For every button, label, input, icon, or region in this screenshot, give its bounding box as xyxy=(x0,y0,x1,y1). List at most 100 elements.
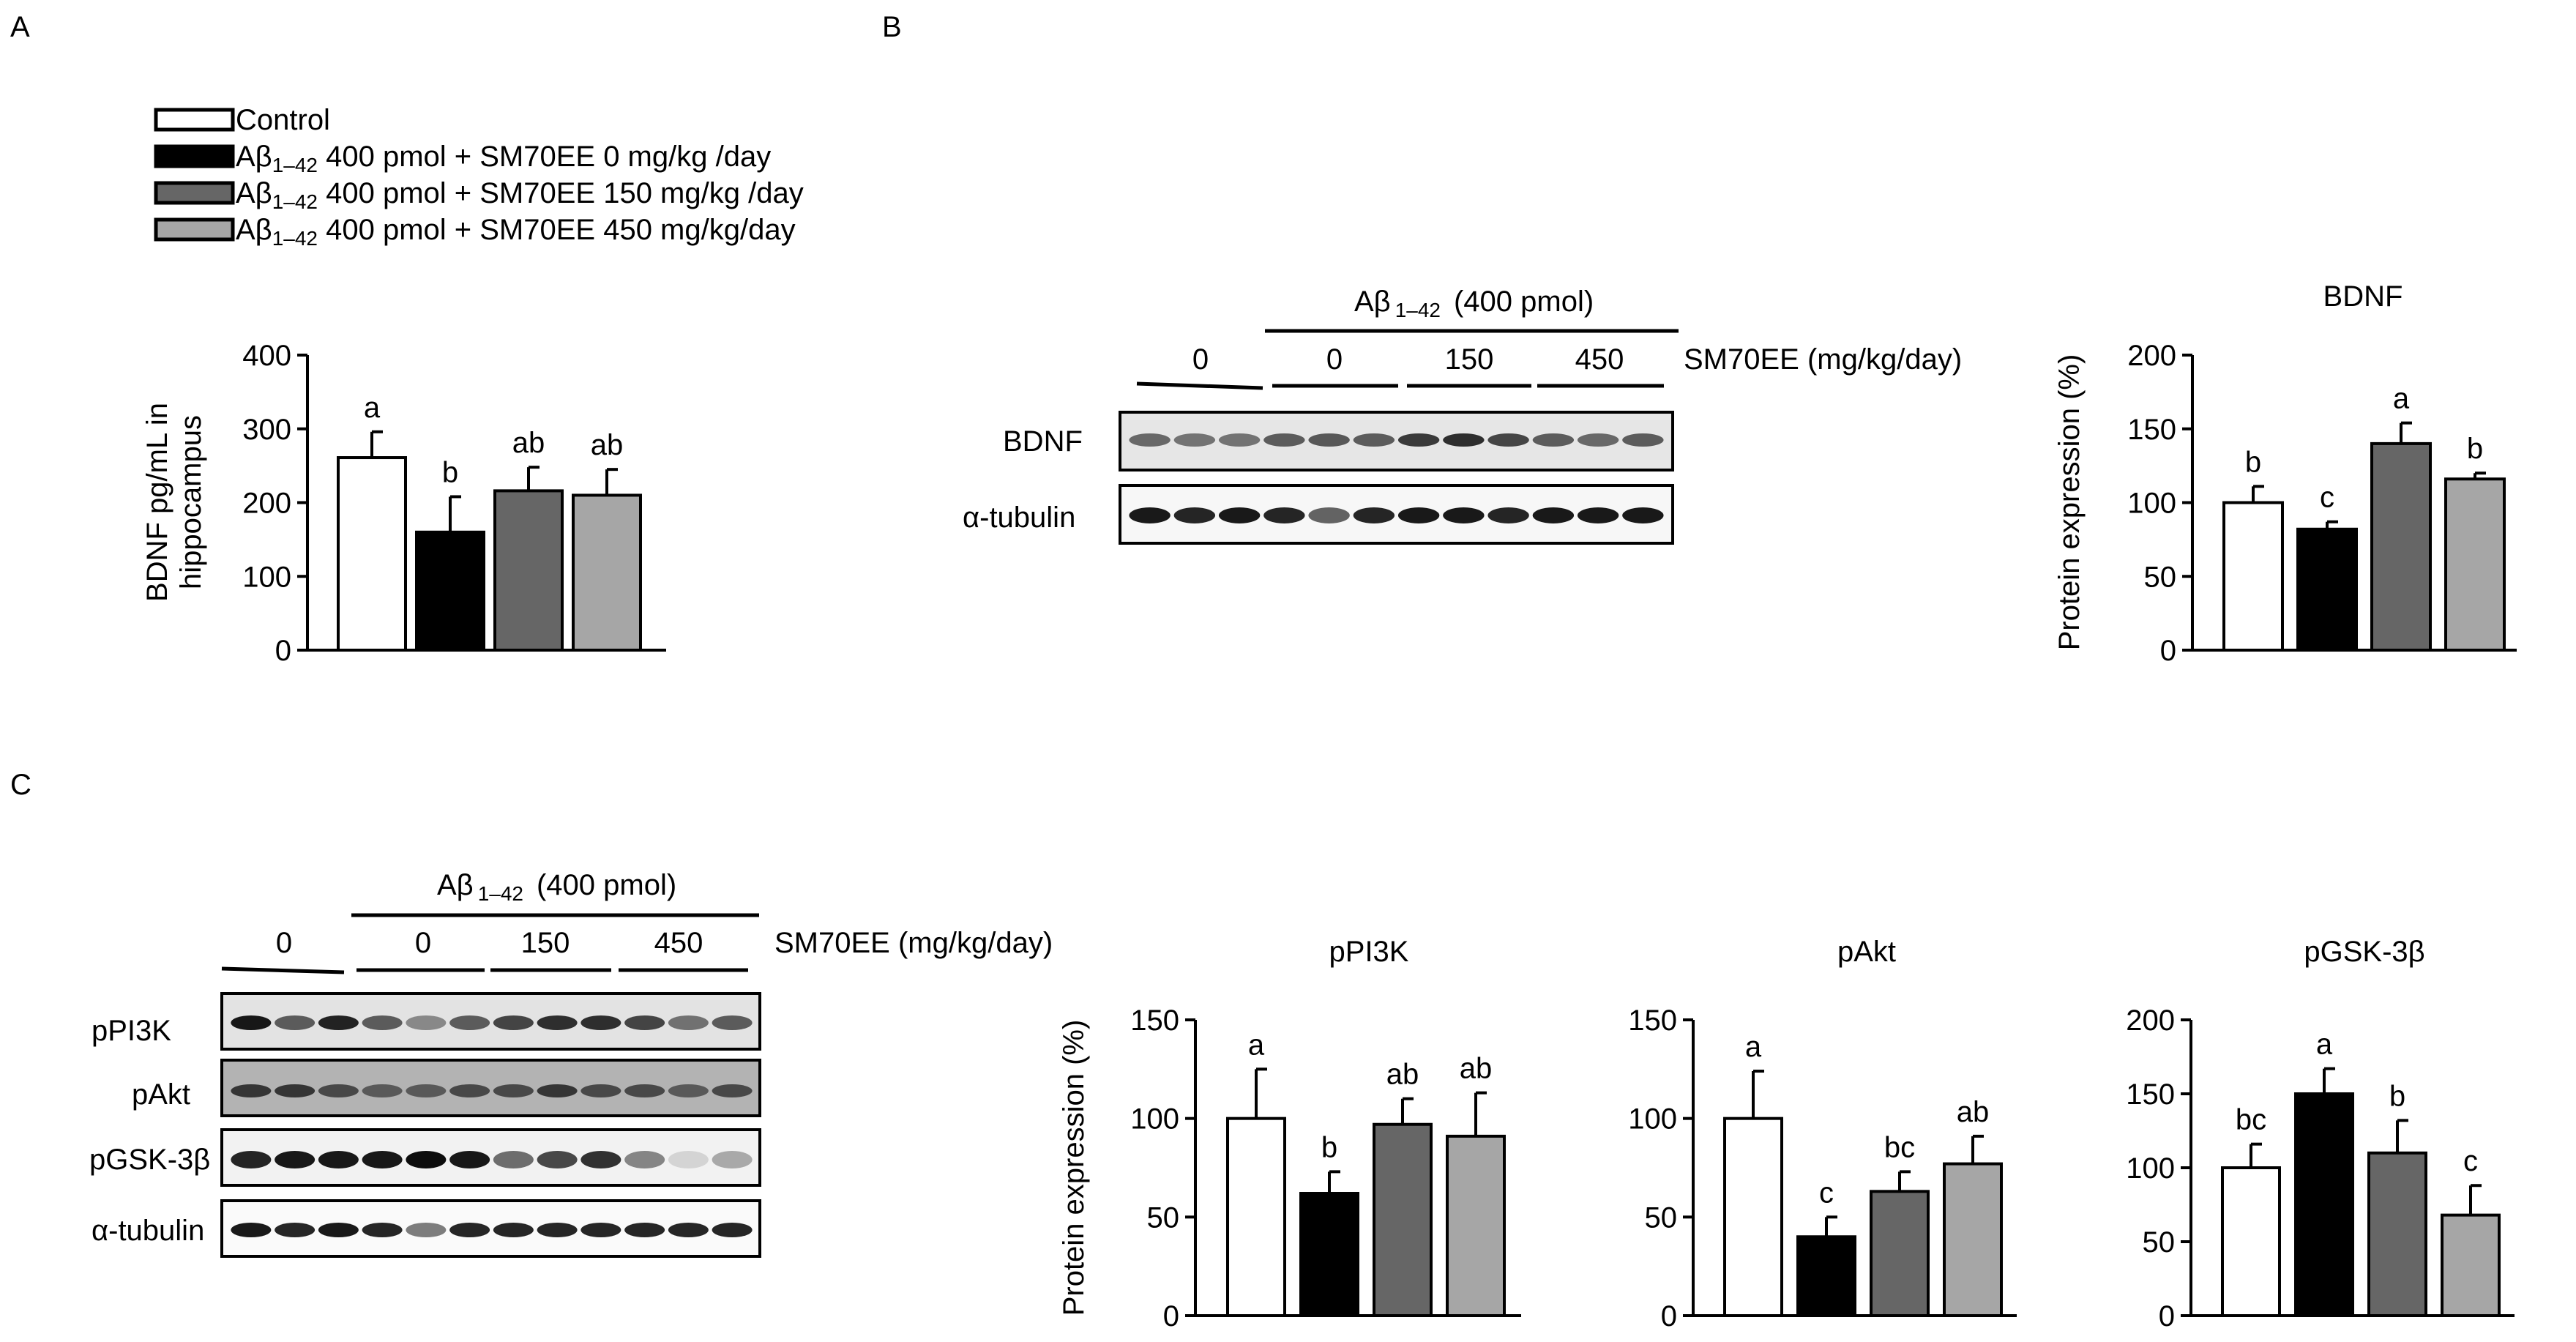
blot-band xyxy=(1622,507,1664,523)
y-tick-label: 100 xyxy=(1628,1103,1677,1136)
significance-label: ab xyxy=(591,429,624,461)
blot-band xyxy=(449,1151,490,1168)
significance-label: c xyxy=(2463,1145,2478,1177)
y-tick-label: 100 xyxy=(2126,1152,2175,1185)
blot-band xyxy=(668,1015,709,1030)
blot-band xyxy=(406,1151,447,1168)
y-tick-label: 0 xyxy=(1661,1300,1677,1332)
blot-band xyxy=(231,1015,272,1030)
significance-label: ab xyxy=(1957,1096,1990,1128)
bar-dose0 xyxy=(415,530,485,652)
blot-band xyxy=(1218,507,1261,523)
y-tick-label: 150 xyxy=(1130,1004,1179,1037)
significance-label: a xyxy=(1745,1031,1762,1063)
significance-label: ab xyxy=(1386,1059,1419,1091)
blot-band xyxy=(1173,507,1216,523)
blot-band xyxy=(318,1015,359,1030)
y-axis-label: BDNF pg/mL inhippocampus xyxy=(141,403,207,602)
y-tick-label: 0 xyxy=(2160,635,2176,667)
blot-band xyxy=(712,1084,753,1097)
panel-label-b: B xyxy=(882,11,902,43)
blot-band xyxy=(624,1223,665,1237)
legend-label-dose450: Aβ1–42 400 pmol + SM70EE 450 mg/kg/day xyxy=(236,214,796,250)
blot-band xyxy=(362,1223,403,1237)
blot-band xyxy=(1263,507,1305,523)
blot-band xyxy=(1173,433,1216,447)
blot-band xyxy=(1532,433,1575,447)
panel-label-c: C xyxy=(10,769,31,801)
blot-band xyxy=(493,1223,534,1237)
blot-band xyxy=(712,1151,753,1168)
blot-band xyxy=(493,1015,534,1030)
blot-c-bands xyxy=(231,1015,753,1237)
significance-label: c xyxy=(1819,1177,1834,1209)
blot-band xyxy=(580,1084,621,1097)
blot-b-row-label-bdnf: BDNF xyxy=(1003,425,1083,458)
bar-dose150 xyxy=(493,489,564,652)
blot-band xyxy=(1397,507,1440,523)
blot-band xyxy=(275,1015,316,1030)
blot-band xyxy=(668,1151,709,1168)
blot-band xyxy=(1487,507,1529,523)
y-axis-label: Protein expression (%) xyxy=(2053,354,2086,651)
blot-band xyxy=(1443,433,1485,447)
blot-b: Aβ 1–42 (400 pmol) 0 0 150 450 SM70EE (mg/… xyxy=(963,286,1962,545)
blot-band xyxy=(1353,433,1395,447)
blot-band xyxy=(580,1015,621,1030)
blot-band xyxy=(493,1151,534,1168)
legend-swatch-dose450 xyxy=(154,217,235,242)
blot-c-row-label-pakt: pAkt xyxy=(132,1078,190,1111)
blot-c-dose-0: 0 xyxy=(415,927,431,959)
significance-label: a xyxy=(364,392,381,424)
blot-band xyxy=(624,1151,665,1168)
y-tick-label: 0 xyxy=(2159,1300,2175,1332)
y-tick-label: 0 xyxy=(275,635,291,667)
chart-title: pAkt xyxy=(1837,936,1896,968)
blot-band xyxy=(231,1223,272,1237)
blot-b-bands xyxy=(1129,433,1664,523)
legend-swatch-dose0 xyxy=(154,144,235,168)
blot-c-dose-450: 450 xyxy=(654,927,703,959)
y-axis-label: Protein expression (%) xyxy=(1058,1020,1090,1316)
significance-label: a xyxy=(2393,383,2410,415)
y-tick-label: 150 xyxy=(2126,1078,2175,1111)
significance-label: b xyxy=(1321,1131,1337,1163)
blot-band xyxy=(1263,433,1305,447)
blot-band xyxy=(493,1084,534,1097)
blot-band xyxy=(449,1084,490,1097)
blot-band xyxy=(1532,507,1575,523)
blot-band xyxy=(231,1084,272,1097)
y-tick-label: 100 xyxy=(1130,1103,1179,1136)
bar-control xyxy=(1226,1117,1286,1317)
blot-band xyxy=(1129,433,1171,447)
y-tick-label: 400 xyxy=(242,340,291,372)
chart-3: 0 50 100 150 pAkt a c bc ab xyxy=(1628,936,2017,1332)
blot-band xyxy=(362,1151,403,1168)
y-tick-label: 50 xyxy=(2144,561,2177,593)
bar-control xyxy=(1723,1117,1783,1317)
blot-band xyxy=(537,1084,578,1097)
chart-title: BDNF xyxy=(2323,280,2403,313)
y-tick-label: 150 xyxy=(2127,414,2176,446)
blot-band xyxy=(406,1223,447,1237)
blot-band xyxy=(1443,507,1485,523)
y-tick-label: 50 xyxy=(1645,1201,1678,1234)
bar-dose150 xyxy=(2370,441,2432,652)
blot-band xyxy=(668,1223,709,1237)
blot-band xyxy=(580,1223,621,1237)
bar-control xyxy=(337,456,407,652)
legend-label-dose0: Aβ1–42 400 pmol + SM70EE 0 mg/kg /day xyxy=(236,141,771,176)
blot-band xyxy=(449,1223,490,1237)
significance-label: b xyxy=(2467,433,2483,465)
significance-label: ab xyxy=(1460,1053,1493,1085)
blot-band xyxy=(712,1223,753,1237)
significance-label: a xyxy=(2316,1029,2333,1061)
blot-band xyxy=(275,1223,316,1237)
blot-c-group-label: Aβ 1–42 (400 pmol) xyxy=(437,869,676,905)
blot-band xyxy=(318,1151,359,1168)
significance-label: b xyxy=(2245,446,2261,478)
bar-dose450 xyxy=(1943,1162,2003,1317)
blot-band xyxy=(1308,433,1350,447)
